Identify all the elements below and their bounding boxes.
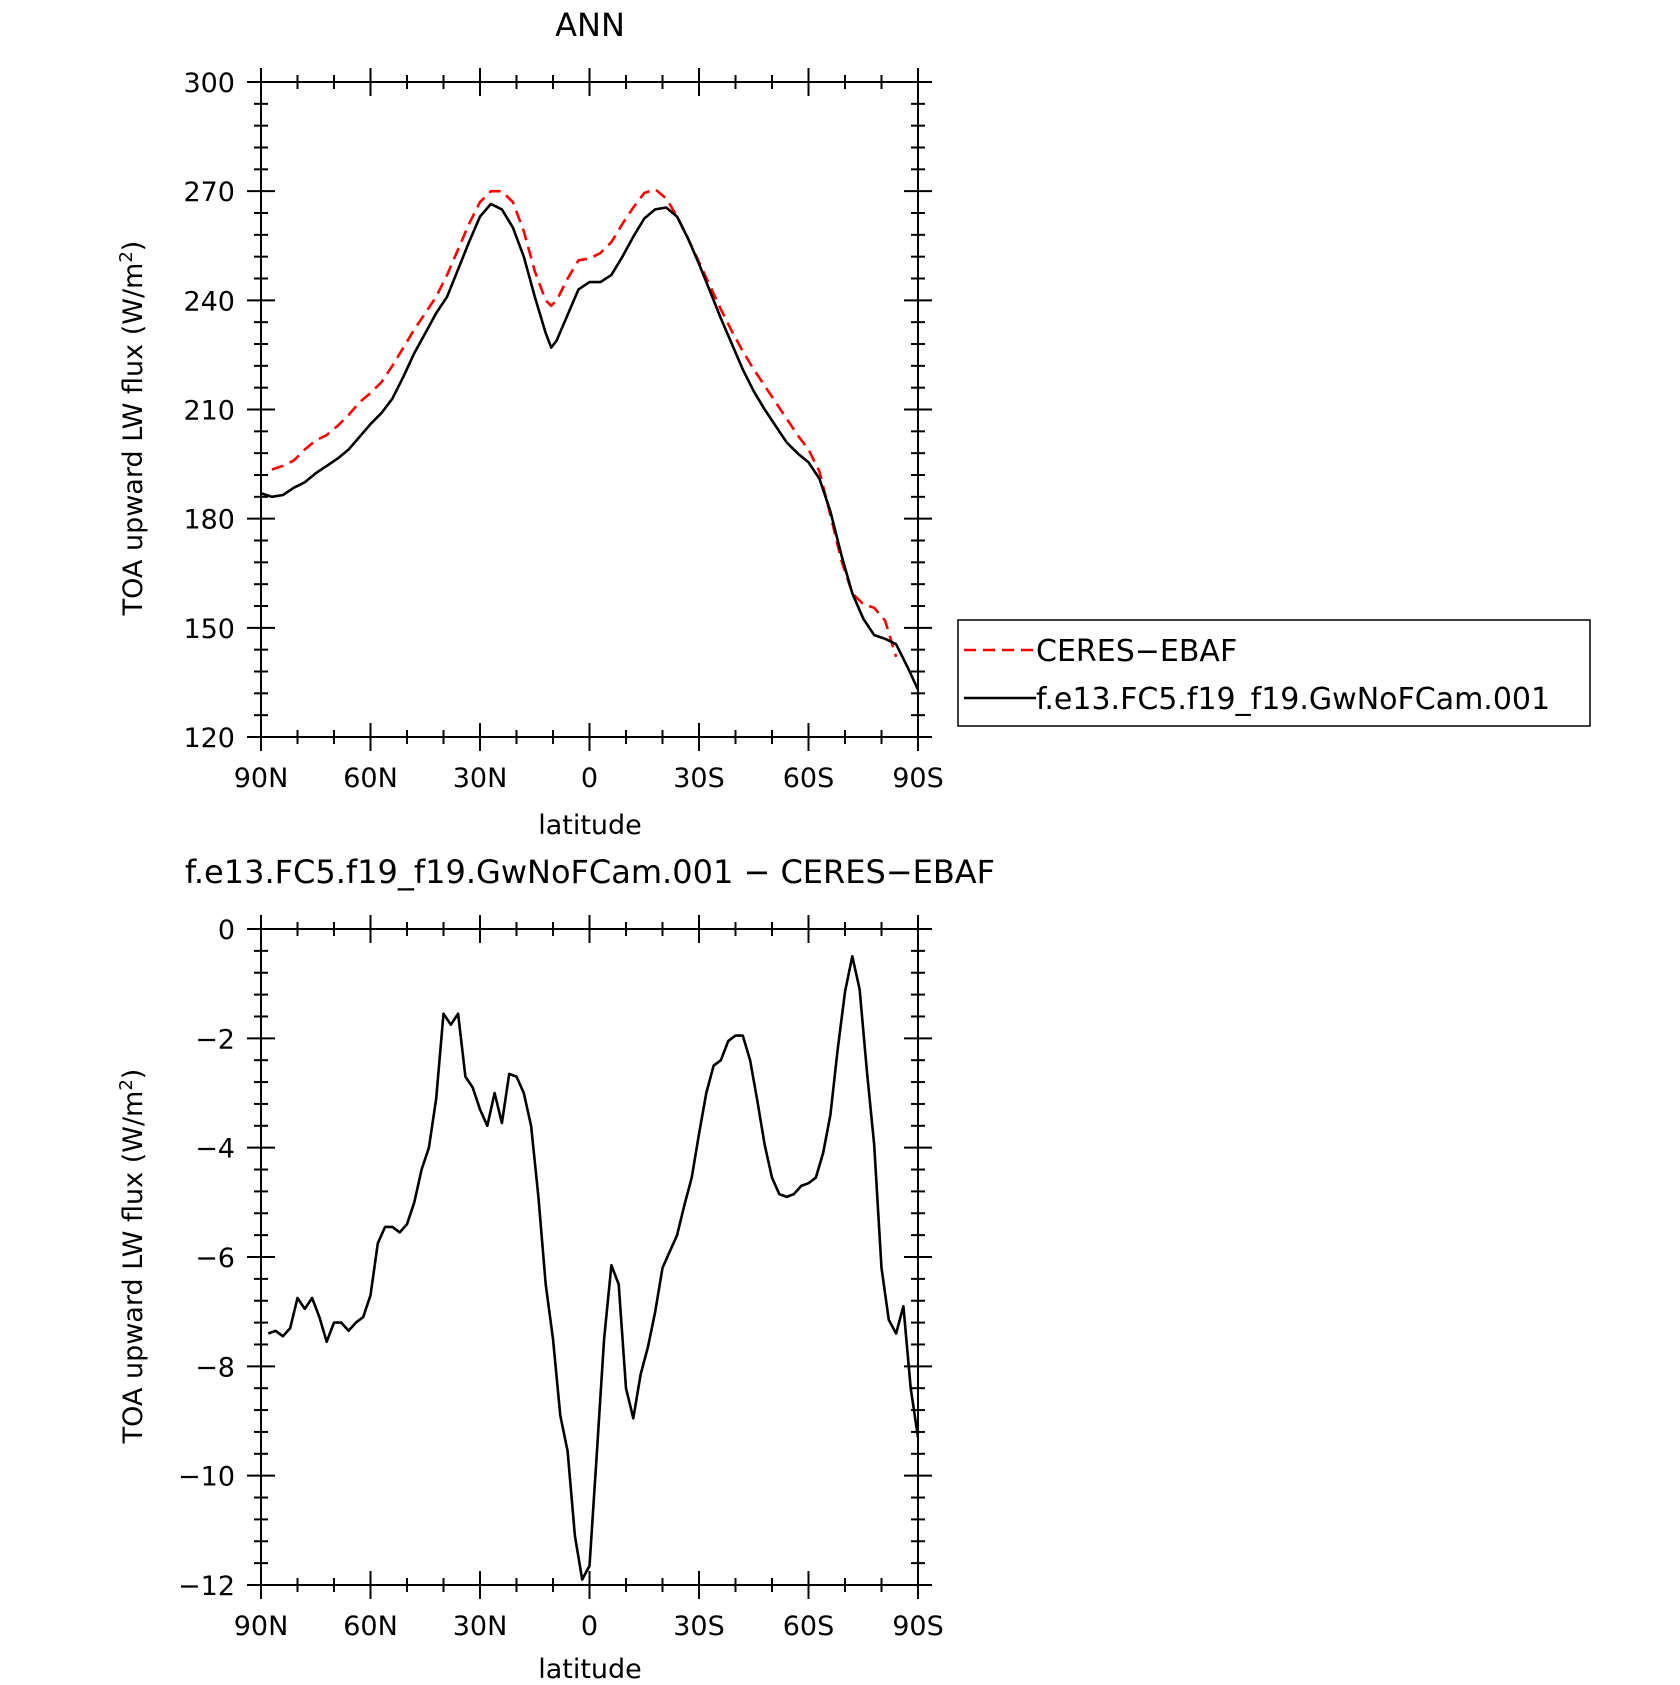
chart-bottom-ylabel-superscript: 2 <box>116 1079 137 1090</box>
legend-box <box>957 619 1591 727</box>
chart-top-x-tick-label: 90S <box>892 763 944 794</box>
chart-bottom-y-tick-label: −10 <box>178 1462 235 1493</box>
chart-top-x-tick-label: 30N <box>453 763 508 794</box>
chart-bottom-x-tick-label: 60N <box>343 1611 398 1642</box>
chart-bottom-y-tick-label: −4 <box>195 1134 235 1165</box>
legend-label-model: f.e13.FC5.f19_f19.GwNoFCam.001 <box>1036 682 1550 717</box>
chart-top-x-tick-label: 60N <box>343 763 398 794</box>
chart-top-x-tick-label: 60S <box>783 763 835 794</box>
chart-bottom-plot-frame <box>260 928 919 1586</box>
chart-bottom-ticks <box>247 915 932 1599</box>
chart-bottom-title: f.e13.FC5.f19_f19.GwNoFCam.001 − CERES−E… <box>185 853 995 891</box>
chart-top-ylabel-main: TOA upward LW flux (W/m <box>118 263 149 617</box>
chart-bottom-y-tick-label: 0 <box>218 915 235 946</box>
chart-top-x-tick-label: 0 <box>581 763 598 794</box>
chart-top-y-tick-label: 270 <box>183 177 235 208</box>
chart-bottom-x-tick-label: 90N <box>234 1611 289 1642</box>
chart-bottom-x-tick-label: 30S <box>673 1611 725 1642</box>
chart-bottom-ylabel-close: ) <box>118 1069 149 1080</box>
chart-top-ylabel-superscript: 2 <box>116 251 137 262</box>
chart-top-xlabel: latitude <box>538 810 642 841</box>
chart-top-y-tick-label: 180 <box>183 505 235 536</box>
chart-bottom-x-tick-label: 90S <box>892 1611 944 1642</box>
legend-label-ceres: CERES−EBAF <box>1036 634 1237 669</box>
chart-bottom-panel: f.e13.FC5.f19_f19.GwNoFCam.001 − CERES−E… <box>116 853 995 1685</box>
chart-top-ylabel: TOA upward LW flux (W/m2) <box>116 241 149 617</box>
chart-bottom-x-tick-label: 30N <box>453 1611 508 1642</box>
chart-top-y-tick-label: 240 <box>183 286 235 317</box>
chart-top-panel: ANN latitude TOA upward LW flux (W/m2) 9… <box>116 6 944 841</box>
chart-bottom-ylabel: TOA upward LW flux (W/m2) <box>116 1069 149 1445</box>
chart-bottom-series-difference-line <box>267 955 918 1581</box>
chart-bottom-y-tick-label: −12 <box>178 1571 235 1602</box>
chart-bottom-y-tick-label: −2 <box>195 1024 235 1055</box>
chart-top-y-tick-label: 300 <box>183 68 235 99</box>
chart-top-x-tick-label: 90N <box>234 763 289 794</box>
chart-top-plot-frame <box>260 81 919 738</box>
chart-top-y-tick-label: 150 <box>183 614 235 645</box>
chart-bottom-x-tick-label: 60S <box>783 1611 835 1642</box>
legend: CERES−EBAF f.e13.FC5.f19_f19.GwNoFCam.00… <box>957 619 1591 727</box>
chart-top-x-tick-label: 30S <box>673 763 725 794</box>
chart-bottom-y-tick-label: −8 <box>195 1352 235 1383</box>
chart-top-ticks <box>247 68 932 751</box>
chart-top-series-ceres-line <box>271 188 898 658</box>
chart-bottom-ylabel-main: TOA upward LW flux (W/m <box>118 1091 149 1445</box>
chart-top-y-tick-label: 120 <box>183 723 235 754</box>
chart-bottom-x-tick-label: 0 <box>581 1611 598 1642</box>
chart-top-y-tick-label: 210 <box>183 396 235 427</box>
chart-bottom-xlabel: latitude <box>538 1654 642 1685</box>
chart-top-series-model-line <box>261 202 918 691</box>
chart-top-title: ANN <box>555 6 625 44</box>
chart-bottom-y-tick-label: −6 <box>195 1243 235 1274</box>
chart-top-ylabel-close: ) <box>118 241 149 252</box>
